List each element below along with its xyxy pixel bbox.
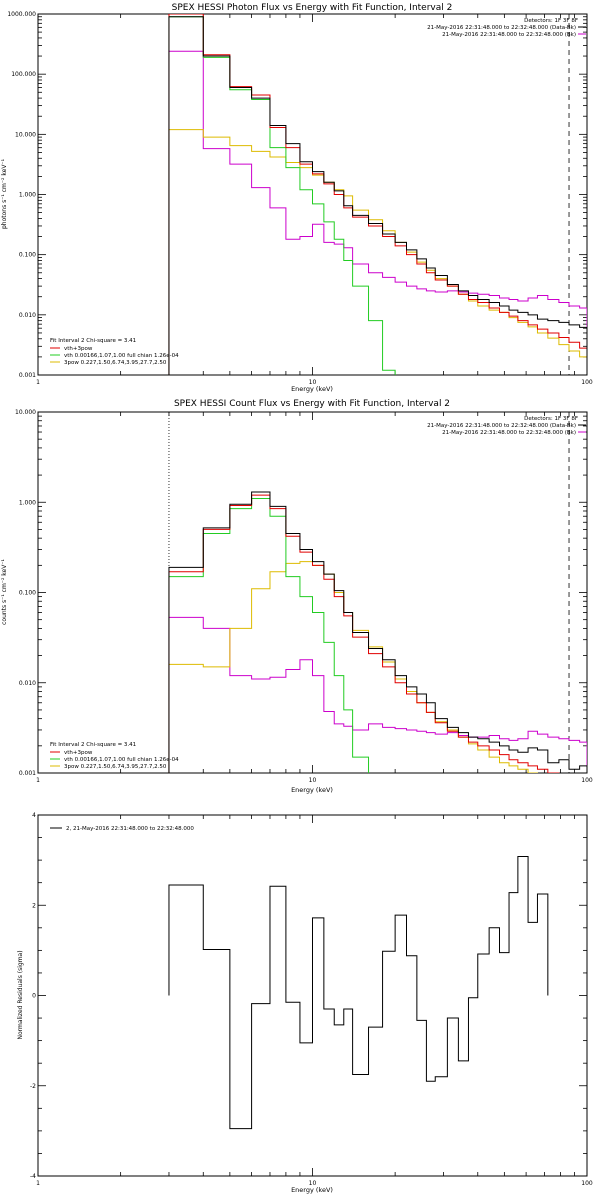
- residuals-x-axis-label: Energy (keV): [291, 1186, 333, 1194]
- count-x-axis-label: Energy (keV): [291, 786, 333, 794]
- photon-legend-vth: vth 0.00166,1.07,1.00 full chian 1.26e-0…: [64, 353, 179, 359]
- photon-y-tick-label: 0.100: [19, 252, 36, 259]
- count-y-axis-label: counts s⁻¹ cm⁻² keV⁻¹: [1, 559, 8, 625]
- photon-x-axis-label: Energy (keV): [291, 385, 333, 393]
- count-bk-label: 21-May-2016 22:31:48.000 to 22:32:48.000…: [442, 430, 576, 436]
- count-flux-panel: SPEX HESSI Count Flux vs Energy with Fit…: [1, 399, 593, 794]
- count-y-tick-label: 0.100: [19, 590, 36, 597]
- photon-series-2-histogram: [168, 16, 396, 375]
- photon-legend-vth3pow: vth+3pow: [64, 346, 93, 352]
- photon-y-tick-label: 100.000: [11, 71, 36, 78]
- photon-y-tick-label: 0.001: [19, 372, 36, 379]
- count-x-tick-label: 100: [581, 777, 593, 784]
- residuals-y-tick-label: 2: [32, 902, 36, 909]
- residuals-x-tick-label: 10: [309, 1180, 317, 1187]
- count-marks: 1 10 100 0.001 0.010 0.100 1.000 10.000: [15, 409, 593, 784]
- residuals-x-tick-label: 1: [36, 1180, 40, 1187]
- photon-series-1-histogram: [168, 14, 587, 375]
- count-data-bk-label: 21-May-2016 22:31:48.000 to 22:32:48.000…: [427, 423, 576, 429]
- photon-series-0-histogram: [168, 16, 587, 375]
- count-y-tick-label: 1.000: [19, 499, 36, 506]
- photon-y-tick-label: 1.000: [19, 192, 36, 199]
- residuals-x-tick-label: 100: [581, 1180, 593, 1187]
- residuals-y-tick-label: -2: [30, 1083, 36, 1090]
- count-fit-label: Fit Interval 2 Chi-square = 3.41: [50, 742, 136, 748]
- photon-fit-label: Fit Interval 2 Chi-square = 3.41: [50, 338, 136, 344]
- count-chart-title: SPEX HESSI Count Flux vs Energy with Fit…: [174, 399, 450, 409]
- residuals-marks: 1 10 100 -4 -2 0 2 4: [30, 812, 593, 1187]
- photon-y-axis-label: photons s⁻¹ cm⁻² keV⁻¹: [1, 158, 8, 229]
- count-detectors-label: Detectors: 1F 3F 8F: [524, 416, 578, 422]
- count-y-tick-label: 10.000: [15, 409, 36, 416]
- photon-legend-3pow: 3pow 0.227,1.50,6.74,3.95,27.7,2.50: [64, 360, 167, 366]
- count-y-tick-label: 0.001: [19, 770, 36, 777]
- photon-y-tick-label: 0.010: [19, 312, 36, 319]
- residuals-panel: 1 10 100 -4 -2 0 2 4 Normalized Residuals (sigm…: [17, 812, 593, 1194]
- photon-y-tick-label: 10.000: [15, 131, 36, 138]
- count-legend-vth: vth 0.00166,1.07,1.00 full chian 1.26e-0…: [64, 757, 179, 763]
- count-legend-3pow: 3pow 0.227,1.50,6.74,3.95,27.7,2.50: [64, 764, 167, 770]
- photon-series-4-histogram: [168, 50, 587, 375]
- residuals-y-axis-label: Normalized Residuals (sigma): [17, 950, 24, 1039]
- photon-x-tick-label: 10: [309, 379, 317, 386]
- photon-detectors-label: Detectors: 1F 3F 8F: [524, 18, 578, 24]
- count-series-0-histogram: [168, 491, 587, 773]
- residuals-y-tick-label: 4: [32, 812, 36, 819]
- count-plot-frame: [37, 411, 588, 774]
- count-y-tick-label: 0.010: [19, 680, 36, 687]
- count-legend-vth3pow: vth+3pow: [64, 750, 93, 756]
- photon-x-tick-label: 100: [581, 379, 593, 386]
- count-series-4-histogram: [168, 616, 587, 773]
- residuals-y-tick-label: -4: [30, 1173, 36, 1180]
- count-x-tick-label: 10: [309, 777, 317, 784]
- count-series-3-histogram: [168, 561, 538, 773]
- photon-bk-label: 21-May-2016 22:31:48.000 to 22:32:48.000…: [442, 32, 576, 38]
- residuals-y-tick-label: 0: [32, 993, 36, 1000]
- count-x-tick-label: 1: [36, 777, 40, 784]
- count-series-2-histogram: [168, 498, 370, 773]
- photon-y-tick-label: 1000.000: [7, 11, 36, 18]
- count-series-1-histogram: [168, 494, 560, 773]
- photon-data-bk-label: 21-May-2016 22:31:48.000 to 22:32:48.000…: [427, 25, 576, 31]
- residuals-legend: 2, 21-May-2016 22:31:48.000 to 22:32:48.…: [66, 826, 194, 832]
- photon-series-3-histogram: [168, 129, 587, 375]
- photon-flux-panel: SPEX HESSI Photon Flux vs Energy with Fi…: [1, 3, 593, 393]
- photon-chart-title: SPEX HESSI Photon Flux vs Energy with Fi…: [172, 3, 453, 13]
- photon-marks: 1 10 100 0.001 0.010 0.100 1.000 10.000 100.000 1…: [7, 11, 593, 386]
- photon-x-tick-label: 1: [36, 379, 40, 386]
- residuals-series-0-histogram: [168, 856, 549, 1130]
